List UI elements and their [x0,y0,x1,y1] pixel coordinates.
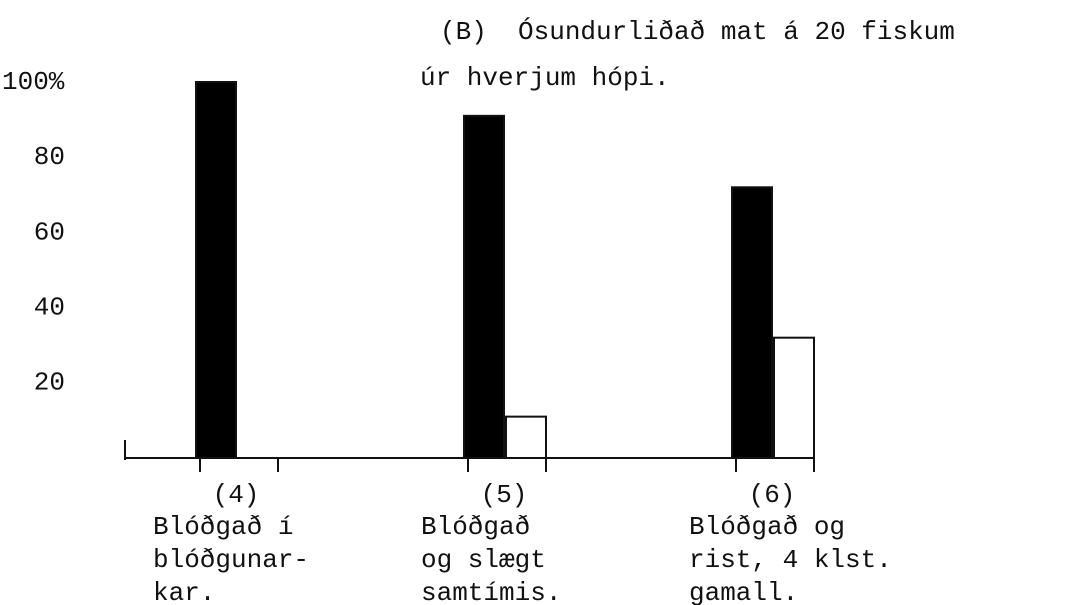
chart-title: úr hverjum hópi. [420,63,670,93]
category-description: rist, 4 klst. [689,545,892,575]
chart-title: (B) Ósundurliðað mat á 20 fiskum [440,17,955,47]
category-description: Blóðgað [421,512,530,542]
category-description: og slægt [421,545,546,575]
category-description: Blóðgað og [689,512,845,542]
category-description: gamall. [689,578,798,605]
category-description: Blóðgað í [153,512,293,542]
x-tick-label: (6) [749,480,796,510]
bar [505,415,547,460]
bar [731,186,773,459]
category-description: blóðgunar- [153,545,309,575]
y-tick-label: 100% [2,67,65,97]
y-tick-label: 60 [34,217,65,247]
bar [463,114,505,459]
y-tick-label: 40 [34,292,65,322]
bar [195,81,237,459]
x-tick-label: (4) [213,480,260,510]
y-tick-label: 20 [34,368,65,398]
category-description: kar. [153,578,215,605]
x-tick-label: (5) [481,480,528,510]
y-tick-label: 80 [34,142,65,172]
bar [773,336,815,459]
category-description: samtímis. [421,578,561,605]
